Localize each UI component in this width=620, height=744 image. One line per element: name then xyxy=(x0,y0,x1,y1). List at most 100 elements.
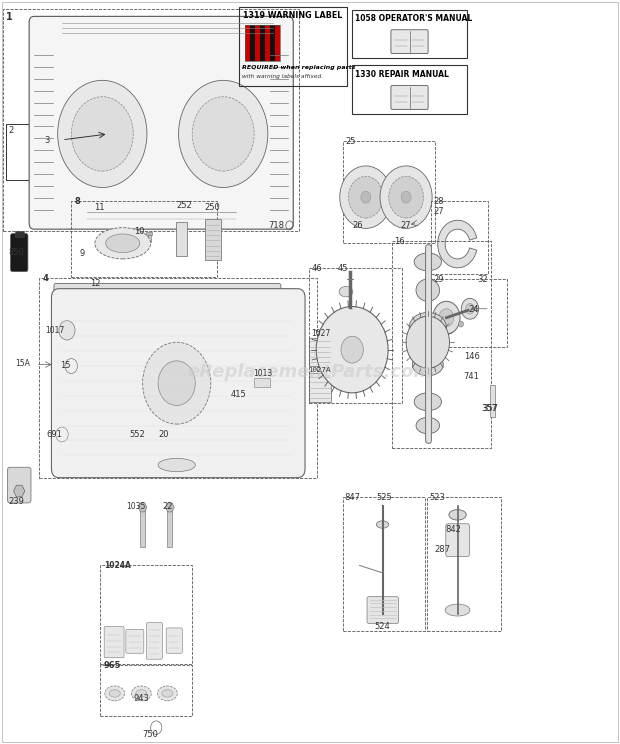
Text: 525: 525 xyxy=(376,493,392,502)
Text: 552: 552 xyxy=(129,430,144,439)
Bar xyxy=(3,9,299,231)
Text: 741: 741 xyxy=(464,373,480,382)
Ellipse shape xyxy=(414,393,441,411)
Text: 10: 10 xyxy=(134,227,144,236)
Text: 25: 25 xyxy=(345,138,356,147)
Text: 965: 965 xyxy=(104,661,121,670)
Text: 11: 11 xyxy=(94,203,105,212)
Text: 12: 12 xyxy=(90,280,100,289)
Bar xyxy=(71,201,217,277)
Text: 1024A: 1024A xyxy=(104,562,131,571)
Text: 26: 26 xyxy=(352,222,363,231)
Circle shape xyxy=(458,321,463,327)
Circle shape xyxy=(389,176,423,218)
Polygon shape xyxy=(166,503,174,512)
Text: 252: 252 xyxy=(177,202,192,211)
Circle shape xyxy=(158,361,195,405)
Ellipse shape xyxy=(131,686,151,701)
Text: 287: 287 xyxy=(434,545,450,554)
Text: 1027A: 1027A xyxy=(308,367,330,373)
FancyBboxPatch shape xyxy=(126,629,144,653)
Circle shape xyxy=(401,191,411,203)
Circle shape xyxy=(58,80,147,187)
Bar xyxy=(39,278,317,478)
Text: eReplacementParts.com: eReplacementParts.com xyxy=(187,363,433,381)
Ellipse shape xyxy=(409,312,446,342)
FancyBboxPatch shape xyxy=(446,524,469,557)
Circle shape xyxy=(433,301,460,334)
Circle shape xyxy=(380,166,432,228)
Bar xyxy=(15,231,24,237)
Bar xyxy=(167,511,172,547)
Text: 1035: 1035 xyxy=(126,502,146,511)
Text: 32: 32 xyxy=(477,275,488,284)
Bar xyxy=(427,497,501,631)
Circle shape xyxy=(406,316,450,368)
Text: 9: 9 xyxy=(79,249,84,258)
Text: 1: 1 xyxy=(6,12,13,22)
Ellipse shape xyxy=(162,690,173,697)
Circle shape xyxy=(461,298,479,319)
Text: 1330 REPAIR MANUAL: 1330 REPAIR MANUAL xyxy=(355,70,449,79)
Text: 16: 16 xyxy=(394,237,405,246)
Bar xyxy=(352,65,467,114)
Bar xyxy=(309,268,402,403)
Text: 943: 943 xyxy=(133,694,149,703)
Bar xyxy=(100,665,192,716)
Text: 3: 3 xyxy=(45,136,50,145)
Circle shape xyxy=(430,321,435,327)
Bar xyxy=(309,373,331,402)
Text: 750: 750 xyxy=(143,730,159,739)
Text: 15: 15 xyxy=(60,362,71,371)
Circle shape xyxy=(361,191,371,203)
Ellipse shape xyxy=(445,604,470,616)
FancyBboxPatch shape xyxy=(54,283,281,301)
Text: 27: 27 xyxy=(433,208,444,217)
FancyBboxPatch shape xyxy=(391,30,428,54)
Bar xyxy=(245,25,250,61)
Bar xyxy=(490,385,495,417)
FancyBboxPatch shape xyxy=(51,289,305,478)
Circle shape xyxy=(439,309,454,327)
Bar xyxy=(309,338,331,366)
Text: 847: 847 xyxy=(345,493,361,502)
Ellipse shape xyxy=(376,521,389,528)
Circle shape xyxy=(348,176,383,218)
Bar xyxy=(270,25,275,61)
Circle shape xyxy=(192,97,254,171)
Text: 15A: 15A xyxy=(16,359,30,368)
Ellipse shape xyxy=(414,253,441,271)
Bar xyxy=(343,497,425,631)
Text: 250: 250 xyxy=(205,203,220,212)
Text: 357: 357 xyxy=(482,404,498,413)
Circle shape xyxy=(143,342,211,424)
Bar xyxy=(148,234,151,242)
Text: with warning labels affixed.: with warning labels affixed. xyxy=(242,74,323,79)
Bar xyxy=(255,25,260,61)
Text: 2: 2 xyxy=(8,126,13,135)
Bar xyxy=(431,201,488,274)
Text: 27: 27 xyxy=(400,222,410,231)
Ellipse shape xyxy=(136,690,147,697)
Bar xyxy=(6,124,63,180)
Text: 1058 OPERATOR'S MANUAL: 1058 OPERATOR'S MANUAL xyxy=(355,14,472,23)
Bar xyxy=(431,279,507,347)
Ellipse shape xyxy=(157,686,177,701)
Text: 8: 8 xyxy=(74,197,80,206)
FancyBboxPatch shape xyxy=(104,626,124,658)
Text: 415: 415 xyxy=(231,390,246,399)
Text: 4: 4 xyxy=(42,275,48,283)
Text: 46: 46 xyxy=(311,264,322,273)
Ellipse shape xyxy=(416,417,440,434)
Text: 24: 24 xyxy=(468,306,479,315)
Ellipse shape xyxy=(105,234,140,253)
Ellipse shape xyxy=(412,353,443,376)
FancyBboxPatch shape xyxy=(7,467,31,503)
Ellipse shape xyxy=(105,686,125,701)
Ellipse shape xyxy=(416,279,440,301)
Text: REQUIRED when replacing parts: REQUIRED when replacing parts xyxy=(242,65,355,70)
Ellipse shape xyxy=(449,510,466,520)
Text: 524: 524 xyxy=(374,622,391,631)
Text: 1013: 1013 xyxy=(253,370,272,379)
Circle shape xyxy=(340,166,392,228)
